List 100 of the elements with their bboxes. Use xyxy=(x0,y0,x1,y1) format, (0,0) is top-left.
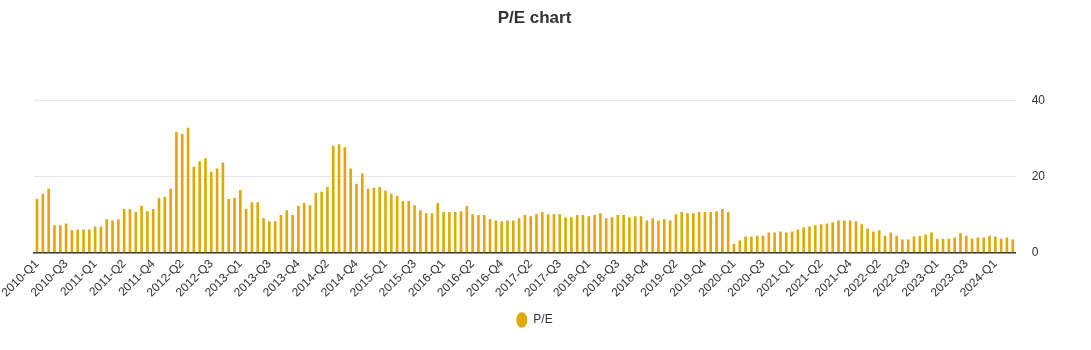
bar xyxy=(837,220,840,253)
bar xyxy=(529,216,533,253)
bar xyxy=(680,212,684,253)
bar xyxy=(262,218,265,253)
bar xyxy=(204,158,207,253)
bar xyxy=(964,235,968,253)
bar xyxy=(831,222,835,253)
bar xyxy=(453,212,457,253)
bar xyxy=(378,186,382,253)
bar xyxy=(988,235,991,253)
bar xyxy=(535,214,538,253)
bar xyxy=(906,239,910,253)
bar xyxy=(802,227,805,253)
bar xyxy=(169,188,172,253)
bar xyxy=(755,235,759,253)
bar xyxy=(88,229,91,253)
bar xyxy=(587,216,591,253)
bar xyxy=(657,220,660,253)
bar xyxy=(227,199,231,253)
bar xyxy=(320,191,323,253)
bar xyxy=(959,233,962,253)
bar xyxy=(982,237,986,253)
bar xyxy=(662,219,666,253)
bar xyxy=(151,208,155,253)
bar xyxy=(76,229,80,253)
bar xyxy=(599,213,602,253)
bar xyxy=(239,189,242,253)
bar xyxy=(175,132,178,253)
bar xyxy=(773,232,776,253)
bar xyxy=(744,236,747,253)
bar xyxy=(935,238,939,253)
bar xyxy=(180,133,184,253)
bar xyxy=(268,221,271,253)
bar xyxy=(413,205,416,253)
bar xyxy=(901,239,904,253)
bar xyxy=(105,219,109,253)
bar xyxy=(407,200,411,253)
bar xyxy=(326,186,329,253)
bar xyxy=(134,212,138,253)
bar xyxy=(593,215,596,253)
bar xyxy=(477,215,480,253)
bar xyxy=(209,171,213,253)
bar xyxy=(889,232,893,253)
bar xyxy=(779,231,782,253)
bar xyxy=(111,220,114,253)
bar xyxy=(419,210,422,253)
bar xyxy=(349,168,352,253)
bar xyxy=(651,218,654,253)
bar xyxy=(872,231,875,253)
bar xyxy=(82,229,85,253)
bar xyxy=(140,205,143,253)
bar xyxy=(808,226,811,253)
y-tick-label: 40 xyxy=(1031,92,1046,107)
bar xyxy=(360,173,364,253)
bar xyxy=(628,217,631,253)
bar xyxy=(784,232,788,253)
bar xyxy=(506,220,509,253)
bar xyxy=(866,228,869,253)
bar xyxy=(117,219,120,253)
y-tick-label: 0 xyxy=(1031,245,1039,260)
bar xyxy=(860,224,864,253)
bar xyxy=(58,225,62,253)
bar xyxy=(750,236,753,253)
bar xyxy=(541,212,544,253)
bar xyxy=(146,211,149,253)
bar xyxy=(843,220,846,253)
bar xyxy=(686,213,689,253)
bar xyxy=(442,212,445,253)
bar xyxy=(692,213,695,253)
bar xyxy=(482,215,486,253)
bar xyxy=(436,202,440,253)
bar xyxy=(198,161,201,253)
bar xyxy=(953,237,956,253)
bar xyxy=(500,221,503,253)
bar xyxy=(895,235,898,253)
bar xyxy=(558,214,562,253)
legend-label: P/E xyxy=(533,312,553,327)
bar xyxy=(1011,239,1015,253)
bar xyxy=(297,205,300,253)
bar xyxy=(564,217,567,253)
bar xyxy=(721,208,724,253)
bar xyxy=(511,220,515,253)
bar xyxy=(709,212,713,253)
bar xyxy=(291,215,294,253)
bar xyxy=(390,193,393,253)
bar xyxy=(302,202,306,253)
bar xyxy=(994,236,997,253)
bar xyxy=(930,232,933,253)
bar xyxy=(471,214,474,253)
bar xyxy=(604,218,608,253)
bar xyxy=(622,215,625,253)
bar xyxy=(715,211,718,253)
bar xyxy=(355,183,358,253)
bar xyxy=(256,202,260,253)
chart-title: P/E chart xyxy=(497,7,572,27)
bar xyxy=(285,210,289,253)
bar xyxy=(924,234,927,253)
y-tick-label: 20 xyxy=(1031,168,1046,183)
bar xyxy=(47,188,50,253)
bar xyxy=(448,212,451,253)
